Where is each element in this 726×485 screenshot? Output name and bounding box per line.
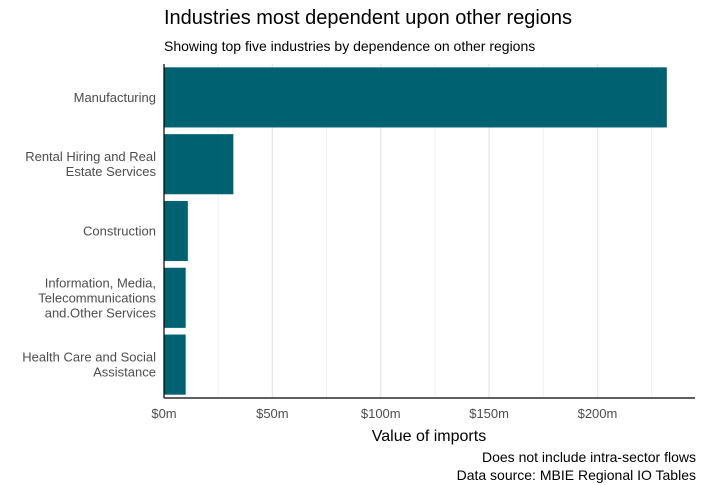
x-tick-label: $100m (361, 406, 401, 421)
category-label: Information, Media, Telecommunications and… (38, 275, 156, 320)
bar (164, 67, 667, 128)
category-label: Rental Hiring and Real Estate Services (25, 149, 156, 179)
category-labels: Manufacturing Rental Hiring and Real Estat… (22, 90, 156, 380)
x-tick-label: $150m (469, 406, 509, 421)
category-label: Manufacturing (74, 90, 156, 105)
bar (164, 134, 234, 195)
caption-source: Data source: MBIE Regional IO Tables (456, 467, 696, 483)
chart-title: Industries most dependent upon other reg… (164, 7, 573, 29)
bar (164, 334, 186, 395)
bar (164, 200, 188, 262)
chart-subtitle: Showing top five industries by dependenc… (164, 38, 536, 54)
x-tick-labels: $0m $50m $100m $150m $200m (151, 406, 617, 421)
bars (164, 67, 667, 395)
category-label: Construction (83, 224, 156, 239)
bar (164, 267, 186, 328)
x-axis-title: Value of imports (372, 428, 486, 445)
axes (163, 64, 695, 399)
x-tick-label: $0m (151, 406, 176, 421)
category-label: Health Care and Social Assistance (22, 350, 156, 380)
x-tick-label: $50m (256, 406, 289, 421)
caption-note: Does not include intra-sector flows (482, 449, 696, 465)
x-tick-label: $200m (578, 406, 618, 421)
